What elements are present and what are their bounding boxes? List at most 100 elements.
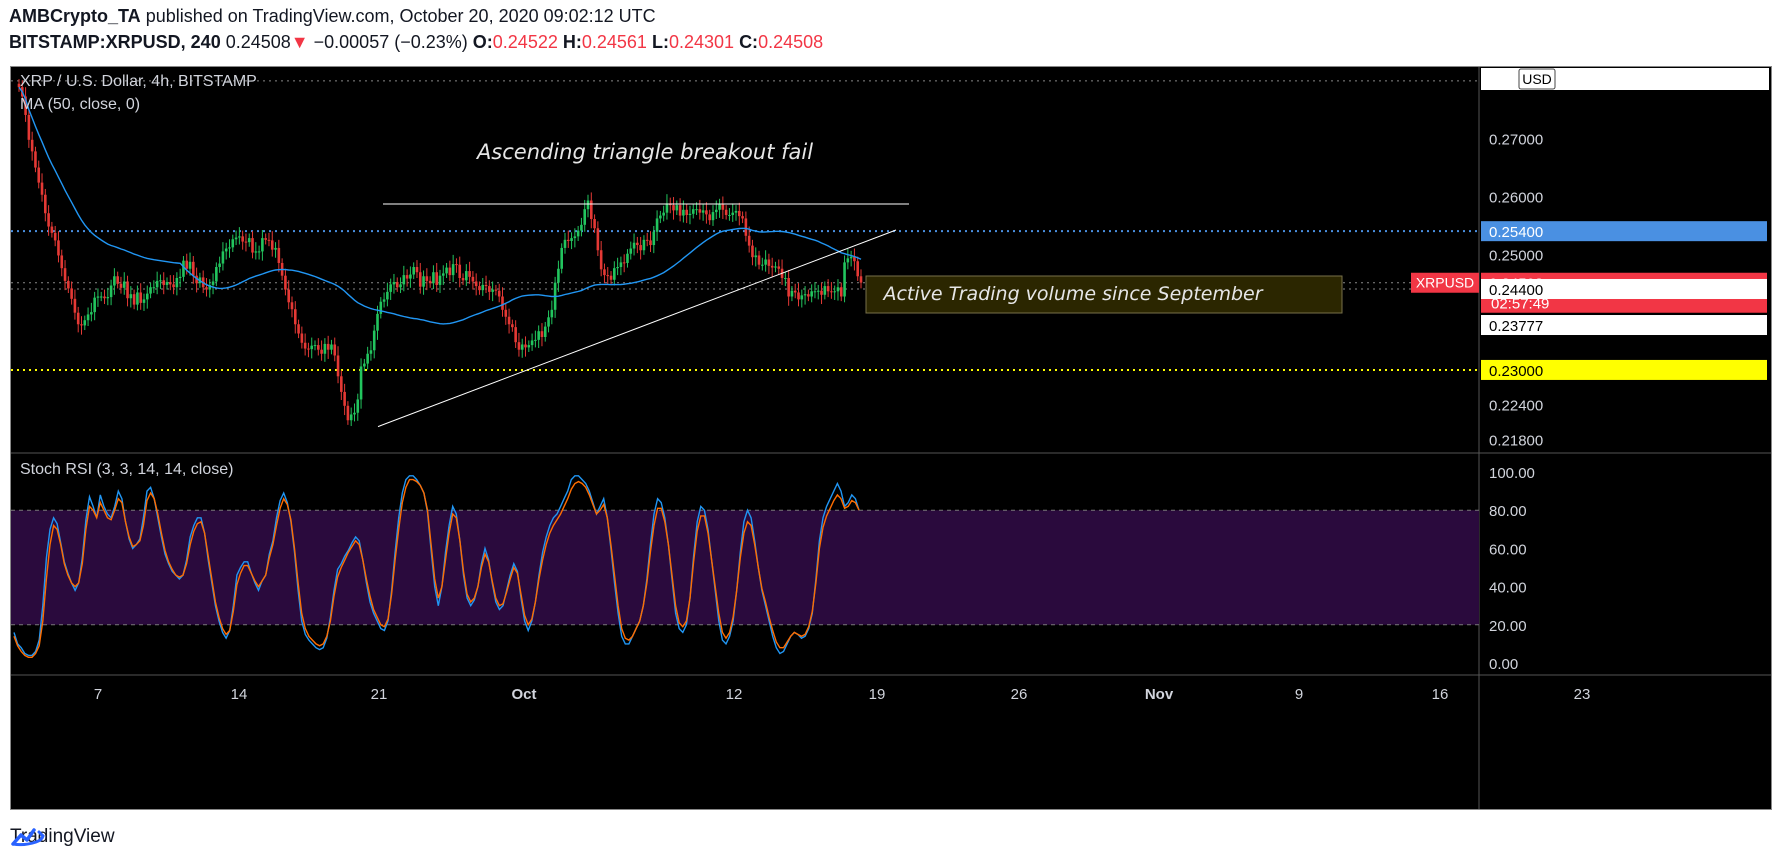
candle-body — [159, 280, 162, 282]
candle-body — [53, 232, 57, 241]
candle-body — [790, 290, 794, 297]
published-text: published on TradingView.com, October 20… — [145, 6, 656, 26]
price-label-bg — [1481, 359, 1767, 380]
candle-body — [47, 213, 50, 227]
candle-body — [573, 236, 577, 239]
footer-brand[interactable]: TradingView — [10, 826, 115, 848]
candle-body — [849, 256, 853, 259]
candle-body — [787, 278, 790, 297]
candle-body — [297, 324, 300, 334]
candle-body — [238, 236, 241, 238]
candle-body — [441, 273, 445, 276]
candle-body — [215, 267, 218, 282]
stoch-tick-label: 80.00 — [1489, 503, 1527, 520]
tradingview-logo-icon — [11, 828, 45, 847]
candle-body — [734, 210, 738, 213]
price-label: 0.25400 — [1489, 224, 1543, 241]
candle-body — [113, 276, 116, 286]
candle-body — [738, 210, 741, 217]
time-tick-label: 14 — [231, 686, 248, 703]
candle-body — [57, 240, 60, 256]
close-label: C: — [739, 32, 759, 52]
candle-body — [50, 226, 54, 233]
candle-body — [99, 296, 103, 298]
chart-title: XRP / U.S. Dollar, 4h, BITSTAMP — [20, 73, 257, 90]
currency-badge — [1518, 68, 1556, 90]
candle-body — [580, 224, 583, 231]
candle-body — [109, 285, 113, 298]
candle-body — [382, 299, 386, 302]
candle-body — [570, 238, 573, 241]
low-value: 0.24301 — [668, 32, 735, 52]
candle-body — [300, 333, 304, 343]
candle-body — [826, 286, 830, 292]
candle-body — [511, 324, 514, 328]
high-label: H: — [562, 32, 582, 52]
candle-body — [392, 282, 396, 285]
candle-body — [471, 276, 475, 282]
candle-body — [359, 366, 363, 400]
time-tick-label: 19 — [869, 686, 886, 703]
candle-body — [698, 209, 702, 213]
price-tick-label: 0.26000 — [1489, 189, 1543, 206]
candle-body — [386, 291, 389, 300]
candle-body — [488, 286, 491, 292]
candle-body — [317, 345, 320, 350]
candle-body — [353, 412, 356, 415]
candle-body — [777, 266, 781, 269]
price-tick-label: 0.21800 — [1489, 432, 1543, 449]
candle-body — [168, 282, 172, 285]
candle-body — [685, 209, 688, 215]
candle-body — [589, 200, 593, 220]
candle-body — [119, 283, 123, 288]
chart-canvas[interactable]: Ascending triangle breakout fail Active T… — [11, 67, 1771, 809]
candle-body — [856, 261, 860, 277]
candle-body — [132, 294, 136, 305]
candle-body — [428, 280, 432, 284]
candle-body — [705, 210, 708, 215]
candle-body — [701, 210, 705, 213]
candle-body — [560, 247, 563, 269]
candle-body — [563, 239, 567, 248]
time-tick-label: 16 — [1432, 686, 1449, 703]
chart-frame[interactable]: Ascending triangle breakout fail Active T… — [10, 66, 1772, 810]
candle-body — [744, 218, 748, 236]
low-label: L: — [651, 32, 669, 52]
candle-body — [774, 266, 777, 268]
change-down-icon: ▼ — [290, 32, 309, 52]
candle-body — [626, 253, 629, 263]
stoch-tick-label: 20.00 — [1489, 618, 1527, 635]
price-label: 0.23777 — [1489, 318, 1543, 335]
candle-body — [409, 274, 412, 279]
candle-body — [833, 291, 836, 293]
candle-body — [803, 294, 807, 296]
candle-body — [632, 242, 636, 249]
candle-body — [688, 213, 692, 215]
candle-body — [527, 345, 531, 348]
time-tick-label: 23 — [1574, 686, 1591, 703]
candle-body — [619, 262, 623, 268]
candle-body — [67, 280, 70, 289]
candle-body — [761, 264, 764, 266]
candle-body — [596, 228, 600, 251]
candle-body — [366, 353, 369, 364]
candle-body — [731, 212, 735, 215]
candle-body — [70, 288, 73, 299]
candle-body — [728, 214, 731, 216]
candle-body — [764, 259, 767, 265]
candle-body — [675, 205, 679, 211]
candle-body — [820, 290, 823, 295]
candle-body — [636, 242, 639, 246]
stoch-tick-label: 100.00 — [1489, 465, 1535, 482]
candle-body — [34, 151, 37, 168]
candle-body — [659, 215, 662, 219]
candle-body — [767, 259, 771, 266]
candle-body — [491, 289, 494, 292]
publisher-name[interactable]: AMBCrypto_TA — [9, 6, 141, 26]
candle-body — [566, 239, 570, 241]
candle-body — [267, 239, 271, 241]
candle-body — [422, 276, 425, 287]
candle-body — [540, 331, 544, 337]
candle-body — [399, 284, 402, 288]
candle-body — [356, 399, 360, 413]
